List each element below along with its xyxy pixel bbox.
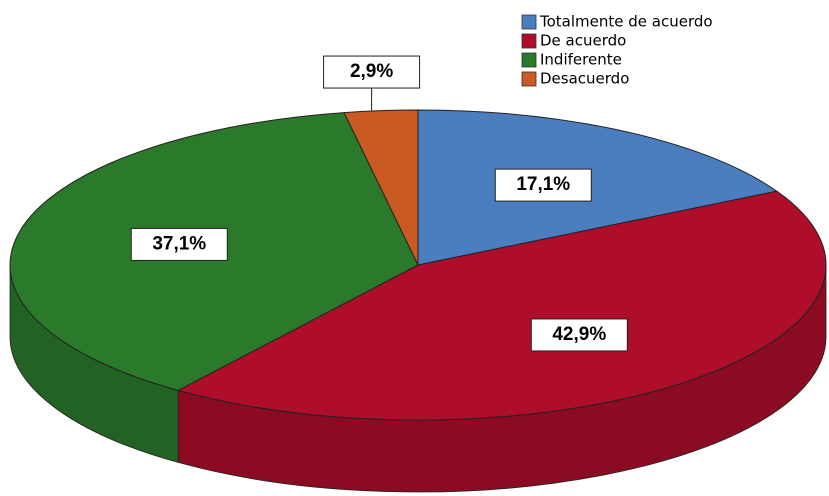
- legend-swatch: [521, 14, 537, 30]
- legend-label: Indiferente: [540, 51, 622, 69]
- legend-swatch: [521, 71, 537, 87]
- label-box: [530, 318, 628, 352]
- pie-slice: [417, 109, 778, 266]
- legend-label: Desacuerdo: [540, 70, 629, 88]
- data-label: 17,1%: [516, 174, 570, 195]
- data-label: 2,9%: [350, 61, 393, 82]
- legend-label: De acuerdo: [540, 32, 626, 50]
- label-box: [130, 227, 228, 261]
- pie-slice: [343, 109, 419, 266]
- pie-slice: [176, 190, 827, 421]
- label-box: [323, 55, 421, 89]
- data-label: 37,1%: [152, 233, 206, 254]
- legend-label: Totalmente de acuerdo: [539, 13, 713, 31]
- data-label: 42,9%: [552, 324, 606, 345]
- label-box: [494, 168, 592, 202]
- legend-swatch: [521, 52, 537, 68]
- legend-swatch: [521, 33, 537, 49]
